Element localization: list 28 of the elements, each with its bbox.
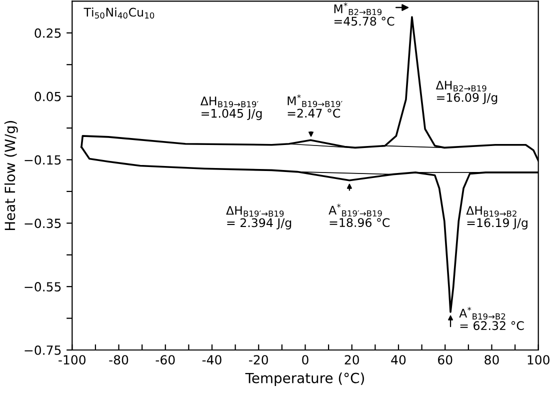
y-tick-label: −0.15 xyxy=(24,155,61,165)
y-tick-label: −0.35 xyxy=(24,218,61,228)
annotation: ΔH$_{B2→B19}$ =16.09 J/g xyxy=(436,80,498,104)
y-tick-label: −0.55 xyxy=(24,282,61,292)
annotation: M$^{*}$$_{B2→B19}$ =45.78 °C xyxy=(334,2,394,26)
x-tick-label: -80 xyxy=(109,355,128,365)
x-tick-label: -20 xyxy=(249,355,268,365)
x-tick-label: 0 xyxy=(302,355,308,365)
x-tick-label: 60 xyxy=(438,355,452,365)
y-tick-label: −0.75 xyxy=(24,345,61,355)
y-tick-label: 0.25 xyxy=(34,28,61,38)
x-axis-title: Temperature (°C) xyxy=(245,372,364,386)
y-tick-label: 0.05 xyxy=(34,92,61,102)
annotation: ΔH$_{B19′→B19}$ = 2.394 J/g xyxy=(226,206,292,230)
x-tick-label: -60 xyxy=(156,355,175,365)
x-tick-label: 40 xyxy=(391,355,406,365)
annotation: M$^{*}$$_{B19→B19′}$ =2.47 °C xyxy=(288,94,342,118)
x-tick-label: 100 xyxy=(528,355,550,365)
annotation: ΔH$_{B19→B2}$ =16.19 J/g xyxy=(466,206,528,230)
y-axis-title: Heat Flow (W/g) xyxy=(4,121,18,230)
x-tick-label: 80 xyxy=(484,355,499,365)
annotation: ΔH$_{B19→B19′}$ =1.045 J/g xyxy=(200,96,262,120)
annotation: Ti$_{50}$Ni$_{40}$Cu$_{10}$ xyxy=(84,8,154,19)
x-tick-label: -100 xyxy=(58,355,86,365)
annotation: A$^{*}$$_{B19′→B19}$ =18.96 °C xyxy=(328,204,390,228)
x-tick-label: -40 xyxy=(202,355,222,365)
x-tick-label: 20 xyxy=(344,355,359,365)
annotation: A$^{*}$$_{B19→B2}$ = 62.32 °C xyxy=(459,306,524,330)
